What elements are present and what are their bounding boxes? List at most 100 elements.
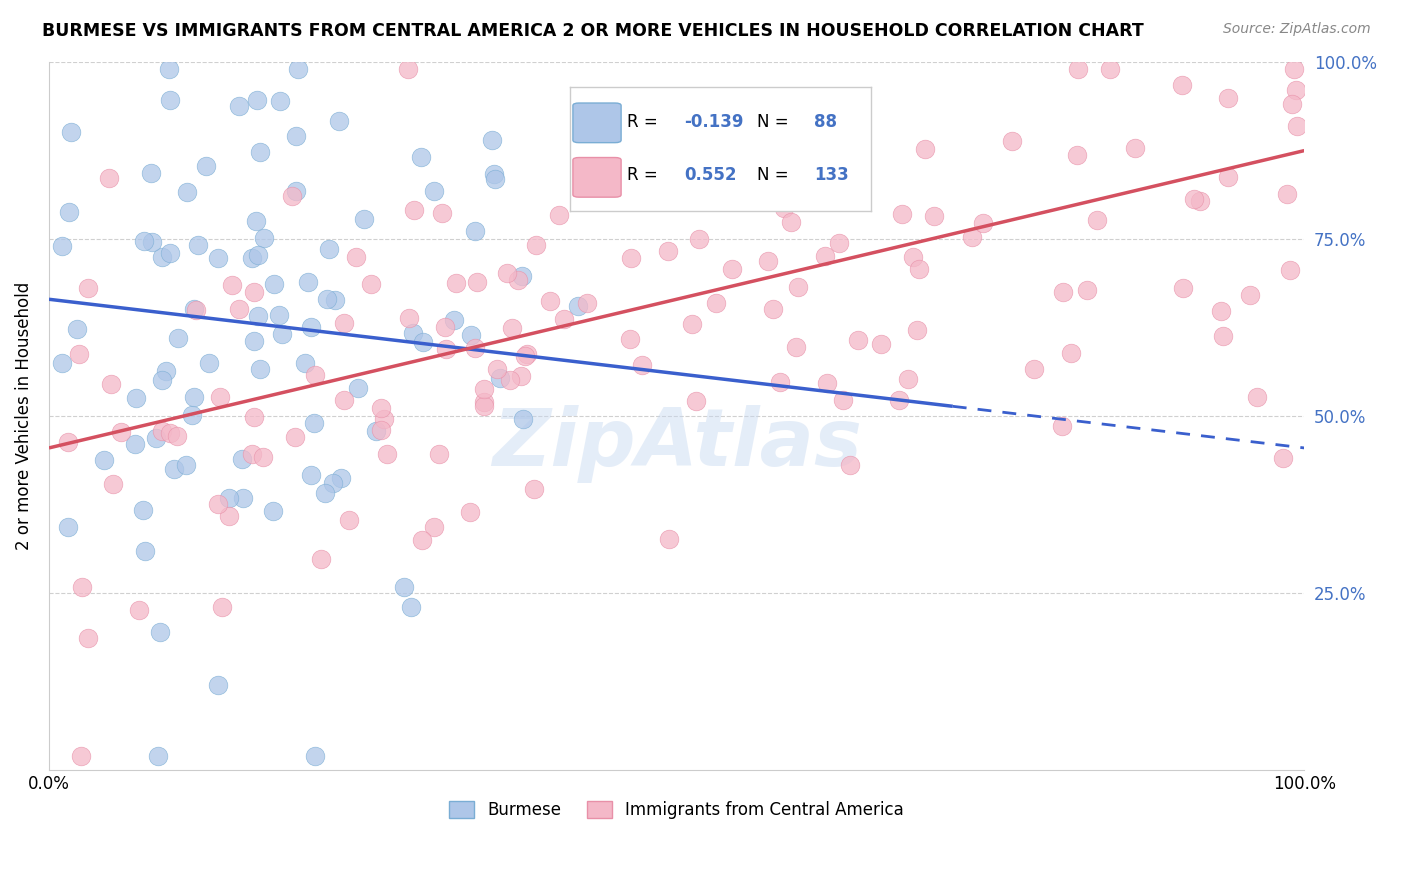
Point [846,334,869,348]
Point [58,204,80,219]
Point [1052,285,1074,299]
Point [427,447,450,461]
Point [901,250,924,264]
Point [337,513,360,527]
Point [51,356,73,370]
Point [93,452,115,467]
Point [242,251,264,265]
Point [972,216,994,230]
Point [1171,280,1194,294]
Point [60,125,83,139]
Point [58,520,80,534]
Point [150,424,173,438]
Point [486,361,509,376]
Point [631,359,654,373]
Point [187,237,209,252]
Point [423,520,446,534]
Point [240,447,263,461]
Point [1000,134,1022,148]
Point [128,603,150,617]
Point [246,248,269,262]
Point [284,430,307,444]
Point [1212,328,1234,343]
Point [66,322,89,336]
Point [207,252,229,266]
Point [243,409,266,424]
Point [1278,262,1301,277]
Point [249,362,271,376]
Point [756,253,779,268]
Legend: Burmese, Immigrants from Central America: Burmese, Immigrants from Central America [443,794,911,825]
Point [769,376,792,390]
Point [908,262,931,277]
Point [553,311,575,326]
Point [184,303,207,318]
Point [443,312,465,326]
Point [444,276,467,290]
Point [287,62,309,77]
Point [132,502,155,516]
Point [411,533,433,548]
Point [174,458,197,472]
Point [484,167,506,181]
Point [328,113,350,128]
Point [269,308,291,322]
Point [516,347,538,361]
Point [163,462,186,476]
Point [704,296,727,310]
Point [263,277,285,291]
Point [285,129,308,144]
Point [496,266,519,280]
Point [194,159,217,173]
Point [159,246,181,260]
Point [1066,148,1088,162]
Point [370,423,392,437]
Point [484,171,506,186]
Point [773,201,796,215]
Point [98,171,121,186]
Point [498,373,520,387]
Point [1284,82,1306,96]
Point [247,309,270,323]
Point [322,476,344,491]
Point [110,425,132,439]
Y-axis label: 2 or more Vehicles in Household: 2 or more Vehicles in Household [15,282,32,550]
Point [304,368,326,383]
Point [262,504,284,518]
Point [472,382,495,396]
Point [77,281,100,295]
Point [657,244,679,259]
Point [166,429,188,443]
Point [373,411,395,425]
Point [297,275,319,289]
Point [905,322,928,336]
Point [402,326,425,340]
Point [207,497,229,511]
Point [70,748,93,763]
Point [513,349,536,363]
Point [100,377,122,392]
Point [1171,78,1194,92]
Point [398,62,420,77]
Point [325,293,347,307]
Point [370,401,392,415]
Text: ZipAtlas: ZipAtlas [492,405,862,483]
Point [294,356,316,370]
Point [218,491,240,505]
Point [508,273,530,287]
Point [176,186,198,200]
Point [183,390,205,404]
Point [281,188,304,202]
Point [207,678,229,692]
Point [785,340,807,354]
Point [472,394,495,409]
Point [1275,187,1298,202]
Point [434,320,457,334]
Point [481,133,503,147]
Point [1246,390,1268,404]
Point [619,332,641,346]
Point [124,437,146,451]
Point [159,62,181,77]
Point [458,505,481,519]
Point [412,335,434,350]
